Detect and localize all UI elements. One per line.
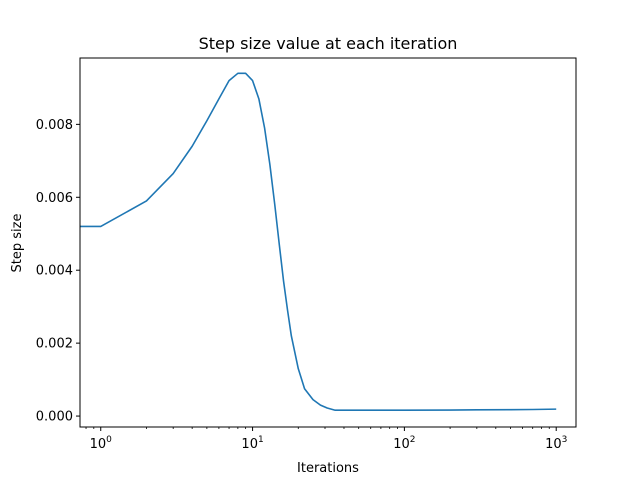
- y-tick-label: 0.004: [36, 264, 73, 279]
- y-tick-label: 0.008: [36, 118, 73, 133]
- series-line: [80, 72, 557, 412]
- x-tick-label: 103: [545, 435, 567, 452]
- y-axis-label: Step size: [10, 214, 25, 273]
- series-layer: [80, 72, 557, 412]
- x-axis-label: Iterations: [297, 461, 359, 476]
- y-tick-label: 0.002: [36, 337, 73, 352]
- axis-ticks: 0.000 0.002 0.004 0.006 0.008 100 101 102 103: [36, 118, 568, 452]
- plot-frame: [79, 57, 577, 428]
- x-tick-label: 102: [393, 435, 415, 452]
- y-tick-label: 0.006: [36, 191, 73, 206]
- y-tick-label: 0.000: [36, 410, 73, 425]
- x-tick-label: 100: [90, 435, 113, 452]
- chart-title: Step size value at each iteration: [199, 34, 458, 53]
- x-tick-label: 101: [241, 435, 263, 452]
